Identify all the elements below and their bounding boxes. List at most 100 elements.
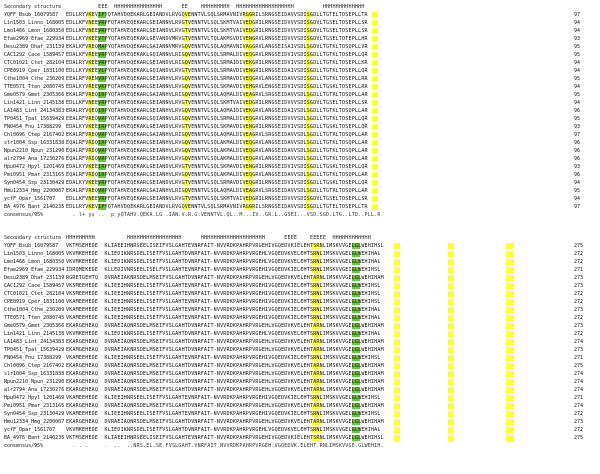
conservation-highlight <box>306 180 312 186</box>
sequence-residues: EQALRFVRDQVRPYQTAHVEQEKARLGEIANHVLRVGQVE… <box>66 147 570 155</box>
sequence-end-position: 272 <box>574 315 584 321</box>
conservation-highlight <box>352 283 360 289</box>
conservation-highlight <box>312 331 322 337</box>
conservation-highlight <box>98 28 106 34</box>
conservation-highlight <box>88 100 94 106</box>
conservation-highlight <box>352 387 360 393</box>
sequence-row: Pmi0951_Pmar_23131657 EKARGEHEAQ DVRAEIAQ… <box>2 402 598 410</box>
sequence-name: Gme0579_Gmet_23053661 <box>4 323 64 329</box>
conservation-highlight <box>352 371 360 377</box>
sequence-residues: VKTMSEHEDE KLIAEEIHNRSEELISEIFVSLGAHTEVN… <box>66 242 570 250</box>
conservation-highlight <box>184 100 190 106</box>
sequence-text: VKVMKEHEDE KLIEDIKNRSDELISETFVSLGAHTDVNR… <box>66 259 381 265</box>
sequence-end-position: 94 <box>574 196 581 202</box>
conservation-highlight <box>394 259 400 265</box>
conservation-highlight <box>98 164 106 170</box>
sequence-row: CPE0919_Cper_18311001 EDLLKYVKEEVLPYQTAHV… <box>2 67 598 75</box>
consensus-label: consensus/95% <box>4 443 44 449</box>
conservation-highlight <box>244 164 254 170</box>
sequence-text: EDLLKYVKEEVTPYQTAHVEQEKAKLGEVANDVMRVGTVE… <box>66 36 368 42</box>
conservation-highlight <box>394 275 400 281</box>
conservation-highlight <box>244 52 254 58</box>
sequence-end-position: 274 <box>574 339 584 345</box>
conservation-highlight <box>244 84 254 90</box>
sequence-row: CTC01021_Ctet_28210497 VKSMEEHEDE KLIEEIH… <box>2 290 598 298</box>
conservation-highlight <box>372 164 378 170</box>
sequence-residues: EDALRYVKEEVRPFQTAHVDQEKARLGEIANDVLRIGQVE… <box>66 59 570 67</box>
conservation-highlight <box>394 387 400 393</box>
sequence-row: Npun2210_Npun_23129020 EQALRFVRDQVRPYQTAH… <box>2 147 598 155</box>
sequence-text: EDALKYVKEEVRPFQTAHVEQEKARLGEIANDVLRVGTVE… <box>66 180 368 186</box>
conservation-highlight <box>372 92 378 98</box>
conservation-highlight <box>306 84 312 90</box>
sequence-residues: VKAMEEHEDE KLIEEIHNRSEELISETFVSLGAHTEVNR… <box>66 394 570 402</box>
conservation-highlight <box>306 172 312 178</box>
conservation-highlight <box>306 116 312 122</box>
conservation-highlight <box>98 36 106 42</box>
conservation-highlight <box>394 435 400 441</box>
sequence-residues: EKALRFVREQVRPYQTAHVEQEKARLGAIANHVLRIGQVE… <box>66 131 570 139</box>
sequence-end-position: 97 <box>574 204 581 210</box>
sequence-row: ycfF_Opar_1561707 EDLLKFVNEEVRPFQTAHVEQEK… <box>2 195 598 203</box>
sequence-name: alr2794_Ana_17230276 <box>4 156 64 162</box>
conservation-highlight <box>244 36 254 42</box>
conservation-highlight <box>448 275 454 281</box>
sequence-end-position: 273 <box>574 307 584 313</box>
sequence-residues: VKVMKEHEDE KLIEDIKNRSDELISETFVSLGAHTDVNR… <box>66 330 570 338</box>
sequence-name: CTC01021_Ctet_28210497 <box>4 291 64 297</box>
conservation-highlight <box>88 52 94 58</box>
sequence-end-position: 273 <box>574 419 584 425</box>
sequence-name: Hmu12334_Hmg_22000675 <box>4 188 64 194</box>
conservation-highlight <box>184 68 190 74</box>
sequence-end-position: 97 <box>574 12 581 18</box>
conservation-highlight <box>244 92 254 98</box>
sequence-name: CPE0919_Cper_18311001 <box>4 299 64 305</box>
sequence-text: EKARGEHEAQ DVRAEIAQNRSDELMSEIFVSLGAHTDVN… <box>66 379 384 385</box>
conservation-highlight <box>394 283 400 289</box>
conservation-highlight <box>244 132 254 138</box>
conservation-highlight <box>352 427 360 433</box>
sequence-row: Syn0454_Ssp_23130429 VKAMEEHEDE KLIEEIHNR… <box>2 410 598 418</box>
sequence-end-position: 94 <box>574 180 581 186</box>
sequence-text: EKARGEHEAQ DVRAEIAQNRSDELMSEIFVSLGAHTDVN… <box>66 363 384 369</box>
conservation-highlight <box>244 188 254 194</box>
conservation-highlight <box>244 20 254 26</box>
sequence-name: Hmu12334_Hmg_22000675 <box>4 419 64 425</box>
conservation-highlight <box>244 68 254 74</box>
conservation-highlight <box>98 52 106 58</box>
conservation-highlight <box>98 44 106 50</box>
conservation-highlight <box>506 387 514 393</box>
conservation-highlight <box>372 156 378 162</box>
sequence-end-position: 274 <box>574 403 584 409</box>
sequence-text: VKAMEEHEDE KLIEEIHNRSEELISETFVSLGAHTEVNR… <box>66 307 381 313</box>
sequence-text: EDALKYVREEVKPFQTAHVEQEKARLGEIANNVLRVGQVE… <box>66 84 368 90</box>
conservation-highlight <box>394 307 400 313</box>
conservation-highlight <box>88 156 94 162</box>
conservation-highlight <box>352 259 360 265</box>
sequence-text: EEALRFVREQVRPYQTAHVEQEKARLGQIANNVLRIGQVE… <box>66 116 368 122</box>
conservation-highlight <box>184 164 190 170</box>
sequence-end-position: 95 <box>574 92 581 98</box>
conservation-highlight <box>88 84 94 90</box>
conservation-highlight <box>244 76 254 82</box>
conservation-highlight <box>372 84 378 90</box>
sequence-residues: EDLLKFVNEEVRPFQTAHVEQEKARLGEIANDVLRVGTVE… <box>66 27 570 35</box>
sequence-name: BA_4976_Bant_21402351 <box>4 204 64 210</box>
secondary-structure-line: HHHHHHHHH HHHHHHHHHHHHHHHHH HHHHHHHHHHHH… <box>66 235 371 241</box>
conservation-highlight <box>352 275 360 281</box>
sequence-name: Lin1503_Linno_16800571 <box>4 20 64 26</box>
conservation-highlight <box>98 188 106 194</box>
conservation-highlight <box>394 291 400 297</box>
conservation-highlight <box>448 411 454 417</box>
sequence-text: VKAMEEHEDE KLIEEIHNRSEELISETFVSLGAHTEVNR… <box>66 355 381 361</box>
conservation-highlight <box>312 411 322 417</box>
sequence-end-position: 95 <box>574 52 581 58</box>
sequence-row: Lin1503_Linno_16800571 EDLLKFVNEEVRPFQTAH… <box>2 19 598 27</box>
sequence-name: Syn0454_Ssp_23130429 <box>4 411 64 417</box>
conservation-highlight <box>394 427 400 433</box>
conservation-highlight <box>394 315 400 321</box>
sequence-end-position: 96 <box>574 156 581 162</box>
conservation-highlight <box>184 124 190 130</box>
conservation-highlight <box>372 20 378 26</box>
conservation-highlight <box>88 36 94 42</box>
